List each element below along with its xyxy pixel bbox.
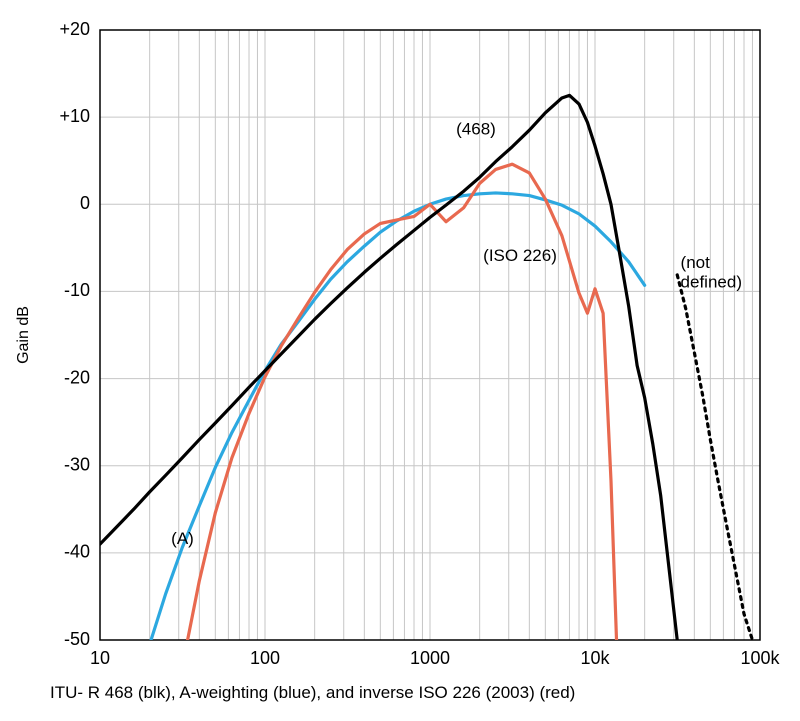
y-tick-label: -10 bbox=[64, 280, 90, 300]
y-tick-label: -30 bbox=[64, 454, 90, 474]
chart-svg: -50 -40 -30 -20 -10 0 +10 +20 10 100 1000 10k 100k Ga… bbox=[0, 0, 800, 721]
x-tick-label: 10 bbox=[90, 648, 110, 668]
label-468: (468) bbox=[456, 120, 496, 139]
x-tick-label: 10k bbox=[580, 648, 610, 668]
label-not-defined-line2: defined) bbox=[681, 272, 742, 291]
caption: ITU- R 468 (blk), A-weighting (blue), an… bbox=[50, 683, 575, 702]
label-iso226: (ISO 226) bbox=[483, 246, 557, 265]
y-tick-label: +10 bbox=[59, 106, 90, 126]
y-tick-label: -20 bbox=[64, 367, 90, 387]
y-axis-title: Gain dB bbox=[15, 306, 32, 364]
chart-container: -50 -40 -30 -20 -10 0 +10 +20 10 100 1000 10k 100k Ga… bbox=[0, 0, 800, 721]
y-tick-label: +20 bbox=[59, 19, 90, 39]
x-tick-label: 100k bbox=[740, 648, 780, 668]
label-not-defined-line1: (not bbox=[681, 253, 711, 272]
y-tick-label: -40 bbox=[64, 542, 90, 562]
y-tick-label: -50 bbox=[64, 629, 90, 649]
label-a-weight: (A) bbox=[171, 529, 194, 548]
x-tick-label: 1000 bbox=[410, 648, 450, 668]
x-tick-label: 100 bbox=[250, 648, 280, 668]
plot-background bbox=[0, 0, 800, 721]
y-tick-label: 0 bbox=[80, 193, 90, 213]
